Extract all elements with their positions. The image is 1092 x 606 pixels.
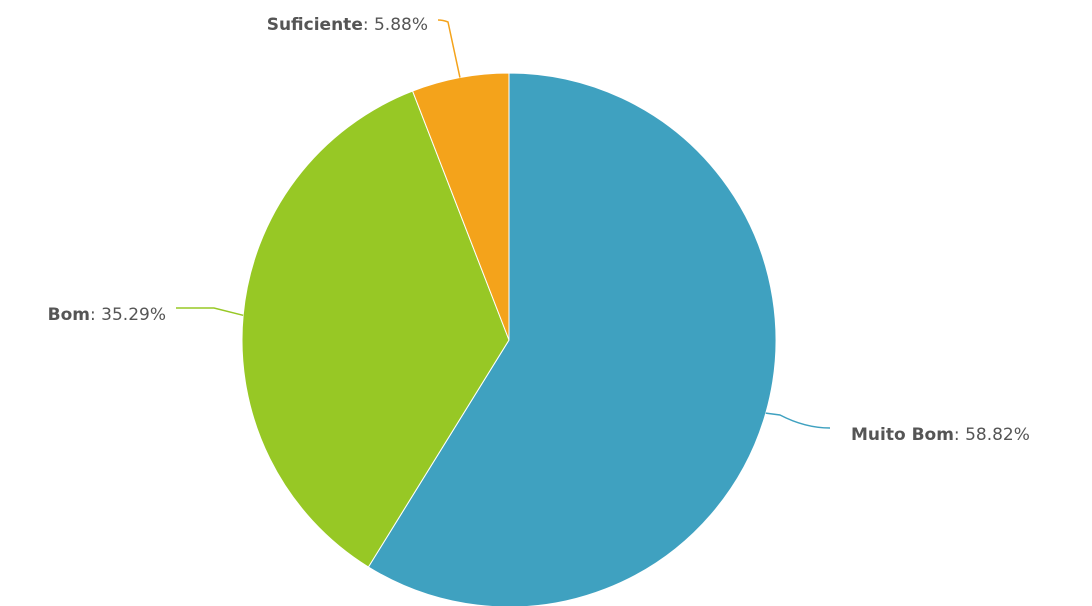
connector-line-bom	[176, 307, 244, 317]
slice-label-value: 5.88%	[374, 15, 428, 35]
slice-label-name: Bom	[48, 305, 90, 325]
slice-label-separator: :	[90, 305, 101, 325]
slice-label-suficiente: Suficiente: 5.88%	[267, 15, 428, 35]
labels-layer: Muito Bom: 58.82% Bom: 35.29% Suficiente: …	[48, 15, 1030, 445]
slice-label-separator: :	[363, 15, 374, 35]
slice-label-value: 35.29%	[101, 305, 166, 325]
slice-label-muito-bom: Muito Bom: 58.82%	[851, 425, 1030, 445]
slice-label-separator: :	[954, 425, 965, 445]
connectors-layer	[176, 19, 831, 429]
slice-label-name: Muito Bom	[851, 425, 954, 445]
slices-layer	[241, 72, 777, 606]
pie-slice-bom[interactable]	[241, 90, 510, 568]
pie-slice-muito-bom[interactable]	[367, 72, 777, 606]
pie-slice-suficiente[interactable]	[411, 72, 510, 341]
slice-label-name: Suficiente	[267, 15, 363, 35]
connector-line-muito-bom	[765, 412, 831, 429]
slice-label-bom: Bom: 35.29%	[48, 305, 166, 325]
connector-line-suficiente	[437, 19, 461, 78]
slice-label-value: 58.82%	[965, 425, 1030, 445]
